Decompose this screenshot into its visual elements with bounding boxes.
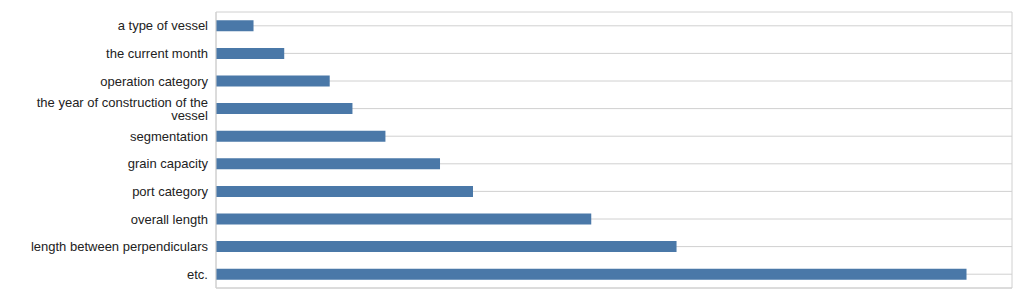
svg-text:a type of vessel: a type of vessel — [118, 18, 208, 33]
svg-text:overall length: overall length — [131, 212, 208, 227]
svg-text:the current month: the current month — [106, 46, 208, 61]
svg-text:port category: port category — [132, 184, 208, 199]
svg-text:the year of construction of th: the year of construction of thevessel — [37, 95, 208, 123]
svg-text:etc.: etc. — [187, 267, 208, 282]
svg-text:operation category: operation category — [100, 74, 208, 89]
svg-text:segmentation: segmentation — [130, 129, 208, 144]
svg-text:length between perpendiculars: length between perpendiculars — [31, 239, 209, 254]
svg-text:grain capacity: grain capacity — [128, 156, 209, 171]
